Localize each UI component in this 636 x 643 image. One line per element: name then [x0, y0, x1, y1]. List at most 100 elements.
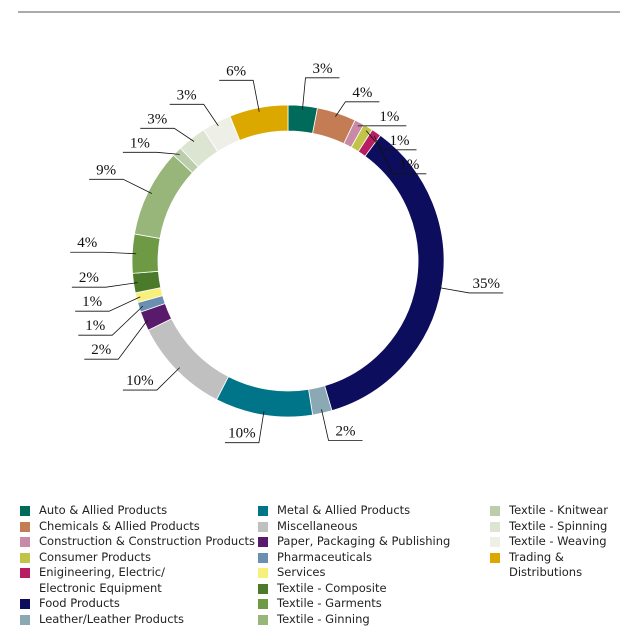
leader-line [70, 251, 137, 255]
donut-segment [131, 233, 161, 274]
legend-item: Enigineering, Electric/ Electronic Equip… [20, 565, 255, 596]
donut-segment [133, 154, 194, 239]
data-label: 10% [228, 426, 256, 442]
legend-label: Consumer Products [39, 549, 151, 564]
data-label: 9% [96, 162, 116, 178]
legend-swatch [258, 614, 268, 625]
legend-item: Food Products [20, 596, 255, 612]
legend-label: Textile - Weaving [509, 534, 607, 548]
legend-label: Food Products [39, 596, 120, 610]
data-label: 2% [91, 342, 111, 358]
legend-label: Textile - Composite [277, 580, 387, 595]
legend-item: Textile - Garments [258, 596, 450, 612]
leader-line [84, 319, 149, 360]
legend-label: Paper, Packaging & Publishing [277, 534, 451, 548]
donut-segment [215, 376, 314, 418]
chart: 3% 4% 1% 1% 1% 35% 2% 10% 10% 2% 1% 1% 2% 4% 9% 1% 3% 3% 6… [18, 11, 620, 444]
legend-label: Trading & Distributions [509, 549, 583, 580]
legend-label: Enigineering, Electric/ Electronic Equip… [39, 565, 165, 595]
legend-label: Chemicals & Allied Products [39, 518, 200, 533]
legend-column: Textile - Knitwear Textile - Spinning Text… [490, 503, 636, 581]
leader-line [122, 367, 180, 391]
data-label: 6% [226, 63, 246, 79]
leader-line [89, 178, 152, 194]
leader-line [437, 287, 504, 294]
data-label: 10% [126, 373, 154, 389]
donut-segment [324, 134, 445, 412]
legend-swatch [490, 537, 500, 547]
leader-line [122, 151, 180, 155]
legend-swatch [20, 614, 30, 625]
legend-swatch [258, 599, 268, 609]
leader-line [373, 135, 427, 175]
legend-swatch [20, 521, 30, 532]
legend-swatch [20, 537, 30, 547]
legend-item: Services [258, 565, 450, 581]
legend-item: Leather/Leather Products [20, 612, 255, 628]
legend-label: Auto & Allied Products [39, 503, 168, 517]
leader-line [75, 296, 141, 312]
data-label: 2% [79, 270, 99, 286]
legend-item: Miscellaneous [258, 519, 450, 535]
legend-swatch [258, 506, 268, 516]
data-label: 3% [177, 87, 197, 103]
leader-line [169, 103, 219, 127]
data-label: 1% [85, 318, 105, 334]
legend-label: Miscellaneous [277, 518, 358, 533]
legend-swatch [20, 506, 30, 516]
legend-label: Pharmaceuticals [277, 549, 372, 564]
legend-label: Textile - Spinning [509, 518, 608, 533]
legend-column: Auto & Allied Products Chemicals & Allied… [20, 503, 255, 627]
legend-label: Metal & Allied Products [277, 503, 411, 517]
data-label: 2% [336, 423, 356, 439]
data-label: 3% [312, 61, 332, 77]
data-label: 35% [472, 276, 500, 292]
legend-swatch [490, 521, 500, 532]
leader-line [140, 127, 195, 142]
legend-swatch [490, 552, 500, 563]
data-label: 1% [399, 157, 419, 173]
leader-line [302, 77, 340, 110]
legend-item: Pharmaceuticals [258, 550, 450, 566]
leader-line [78, 305, 144, 336]
data-label: 4% [352, 85, 372, 101]
legend-label: Textile - Ginning [277, 611, 370, 626]
legend-column: Metal & Allied Products Miscellaneous Pape… [258, 503, 450, 627]
legend-swatch [258, 521, 268, 532]
data-label: 4% [77, 235, 97, 251]
legend-label: Textile - Garments [277, 596, 382, 610]
legend-label: Services [277, 565, 326, 579]
legend-item: Metal & Allied Products [258, 503, 450, 519]
leader-line [321, 409, 363, 441]
legend-swatch [258, 583, 268, 594]
legend-item: Paper, Packaging & Publishing [258, 534, 450, 550]
legend-swatch [490, 506, 500, 516]
legend-item: Chemicals & Allied Products [20, 519, 255, 535]
legend-swatch [20, 568, 30, 578]
leader-line [224, 411, 265, 444]
legend-item: Auto & Allied Products [20, 503, 255, 519]
data-label: 1% [130, 135, 150, 151]
data-label: 3% [147, 111, 167, 127]
data-label: 1% [379, 109, 399, 125]
data-label: 1% [82, 294, 102, 310]
legend-swatch [20, 552, 30, 563]
legend-label: Construction & Construction Products [39, 534, 256, 548]
legend-label: Leather/Leather Products [39, 611, 185, 626]
legend-item: Textile - Composite [258, 581, 450, 597]
donut-segment [147, 318, 229, 401]
legend-swatch [258, 568, 268, 578]
legend-item: Textile - Weaving [490, 534, 636, 550]
leader-line [219, 79, 260, 112]
legend-item: Consumer Products [20, 550, 255, 566]
data-label: 1% [390, 133, 410, 149]
legend-item: Trading & Distributions [490, 550, 636, 581]
legend-label: Textile - Knitwear [509, 503, 608, 517]
legend-item: Construction & Construction Products [20, 534, 255, 550]
leader-line [335, 101, 380, 117]
leader-line [71, 282, 138, 288]
legend-item: Textile - Ginning [258, 612, 450, 628]
legend-item: Textile - Knitwear [490, 503, 636, 519]
legend-swatch [258, 552, 268, 563]
